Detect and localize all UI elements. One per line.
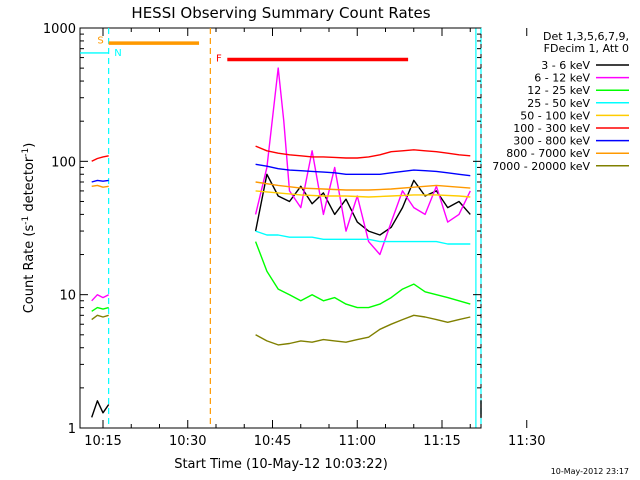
flag-label-0: S xyxy=(97,35,103,46)
axis-ticks: 10:15 10:30 10:45 11:00 11:15 11:30 1 10 100 1000 xyxy=(43,22,546,449)
y-axis-label-main: Count Rate (s xyxy=(22,225,37,314)
footer-timestamp: 10-May-2012 23:17 xyxy=(551,467,629,476)
legend-label-3: 25 - 50 keV xyxy=(527,97,590,110)
flag-bars: SN F xyxy=(97,35,409,65)
series-1-segment-0 xyxy=(91,294,110,302)
x-tick-label-0: 10:15 xyxy=(84,434,121,449)
legend-label-4: 50 - 100 keV xyxy=(520,109,590,122)
legend-header-line1: Det 1,3,5,6,7,9, xyxy=(543,30,629,43)
series-7-segment-1 xyxy=(255,181,471,191)
legend: Det 1,3,5,6,7,9, FDecim 1, Att 0 3 - 6 k… xyxy=(492,30,629,173)
y-tick-label-0: 1 xyxy=(68,422,76,437)
legend-header-line2: FDecim 1, Att 0 xyxy=(544,42,629,55)
series-3-segment-1 xyxy=(255,230,471,245)
series-2-segment-1 xyxy=(254,241,471,309)
x-tick-label-2: 10:45 xyxy=(254,434,291,449)
legend-label-7: 800 - 7000 keV xyxy=(506,147,590,160)
y-axis-label-sup1: -1 xyxy=(21,216,31,225)
y-tick-label-1: 10 xyxy=(59,289,76,304)
flag-label-2: F xyxy=(216,54,222,65)
series-4-segment-0 xyxy=(255,190,471,198)
y-tick-label-2: 100 xyxy=(51,155,76,170)
vertical-markers xyxy=(108,28,482,428)
y-axis-label-end: ) xyxy=(22,143,37,148)
y-tick-label-3: 1000 xyxy=(43,22,76,37)
chart-title: HESSI Observing Summary Count Rates xyxy=(131,4,430,22)
y-axis-label-mid: detector xyxy=(22,156,37,216)
series-6-segment-1 xyxy=(255,163,471,177)
legend-label-2: 12 - 25 keV xyxy=(527,84,590,97)
x-tick-label-1: 10:30 xyxy=(169,434,206,449)
legend-label-5: 100 - 300 keV xyxy=(513,122,590,135)
legend-label-8: 7000 - 20000 keV xyxy=(492,160,590,173)
series-5-segment-1 xyxy=(255,145,471,159)
legend-label-6: 300 - 800 keV xyxy=(513,135,590,148)
series-8-segment-0 xyxy=(91,314,109,321)
series-2-segment-0 xyxy=(91,306,109,312)
x-tick-label-3: 11:00 xyxy=(339,434,376,449)
series-5-segment-0 xyxy=(91,155,109,162)
series-6-segment-0 xyxy=(91,179,109,183)
x-axis-label: Start Time (10-May-12 10:03:22) xyxy=(174,457,388,472)
y-axis-label: Count Rate (s-1 detector-1) xyxy=(21,143,37,314)
y-axis-label-sup2: -1 xyxy=(21,148,31,157)
legend-label-0: 3 - 6 keV xyxy=(541,59,590,72)
series-8-segment-1 xyxy=(255,314,471,346)
x-tick-label-5: 11:30 xyxy=(508,434,545,449)
flag-label-1: N xyxy=(114,48,121,59)
x-tick-label-4: 11:15 xyxy=(423,434,460,449)
legend-label-1: 6 - 12 keV xyxy=(534,72,590,85)
series-0-segment-0 xyxy=(91,400,110,418)
series-0-segment-1 xyxy=(254,173,471,236)
series-layer xyxy=(80,52,482,419)
series-7-segment-0 xyxy=(91,184,109,188)
